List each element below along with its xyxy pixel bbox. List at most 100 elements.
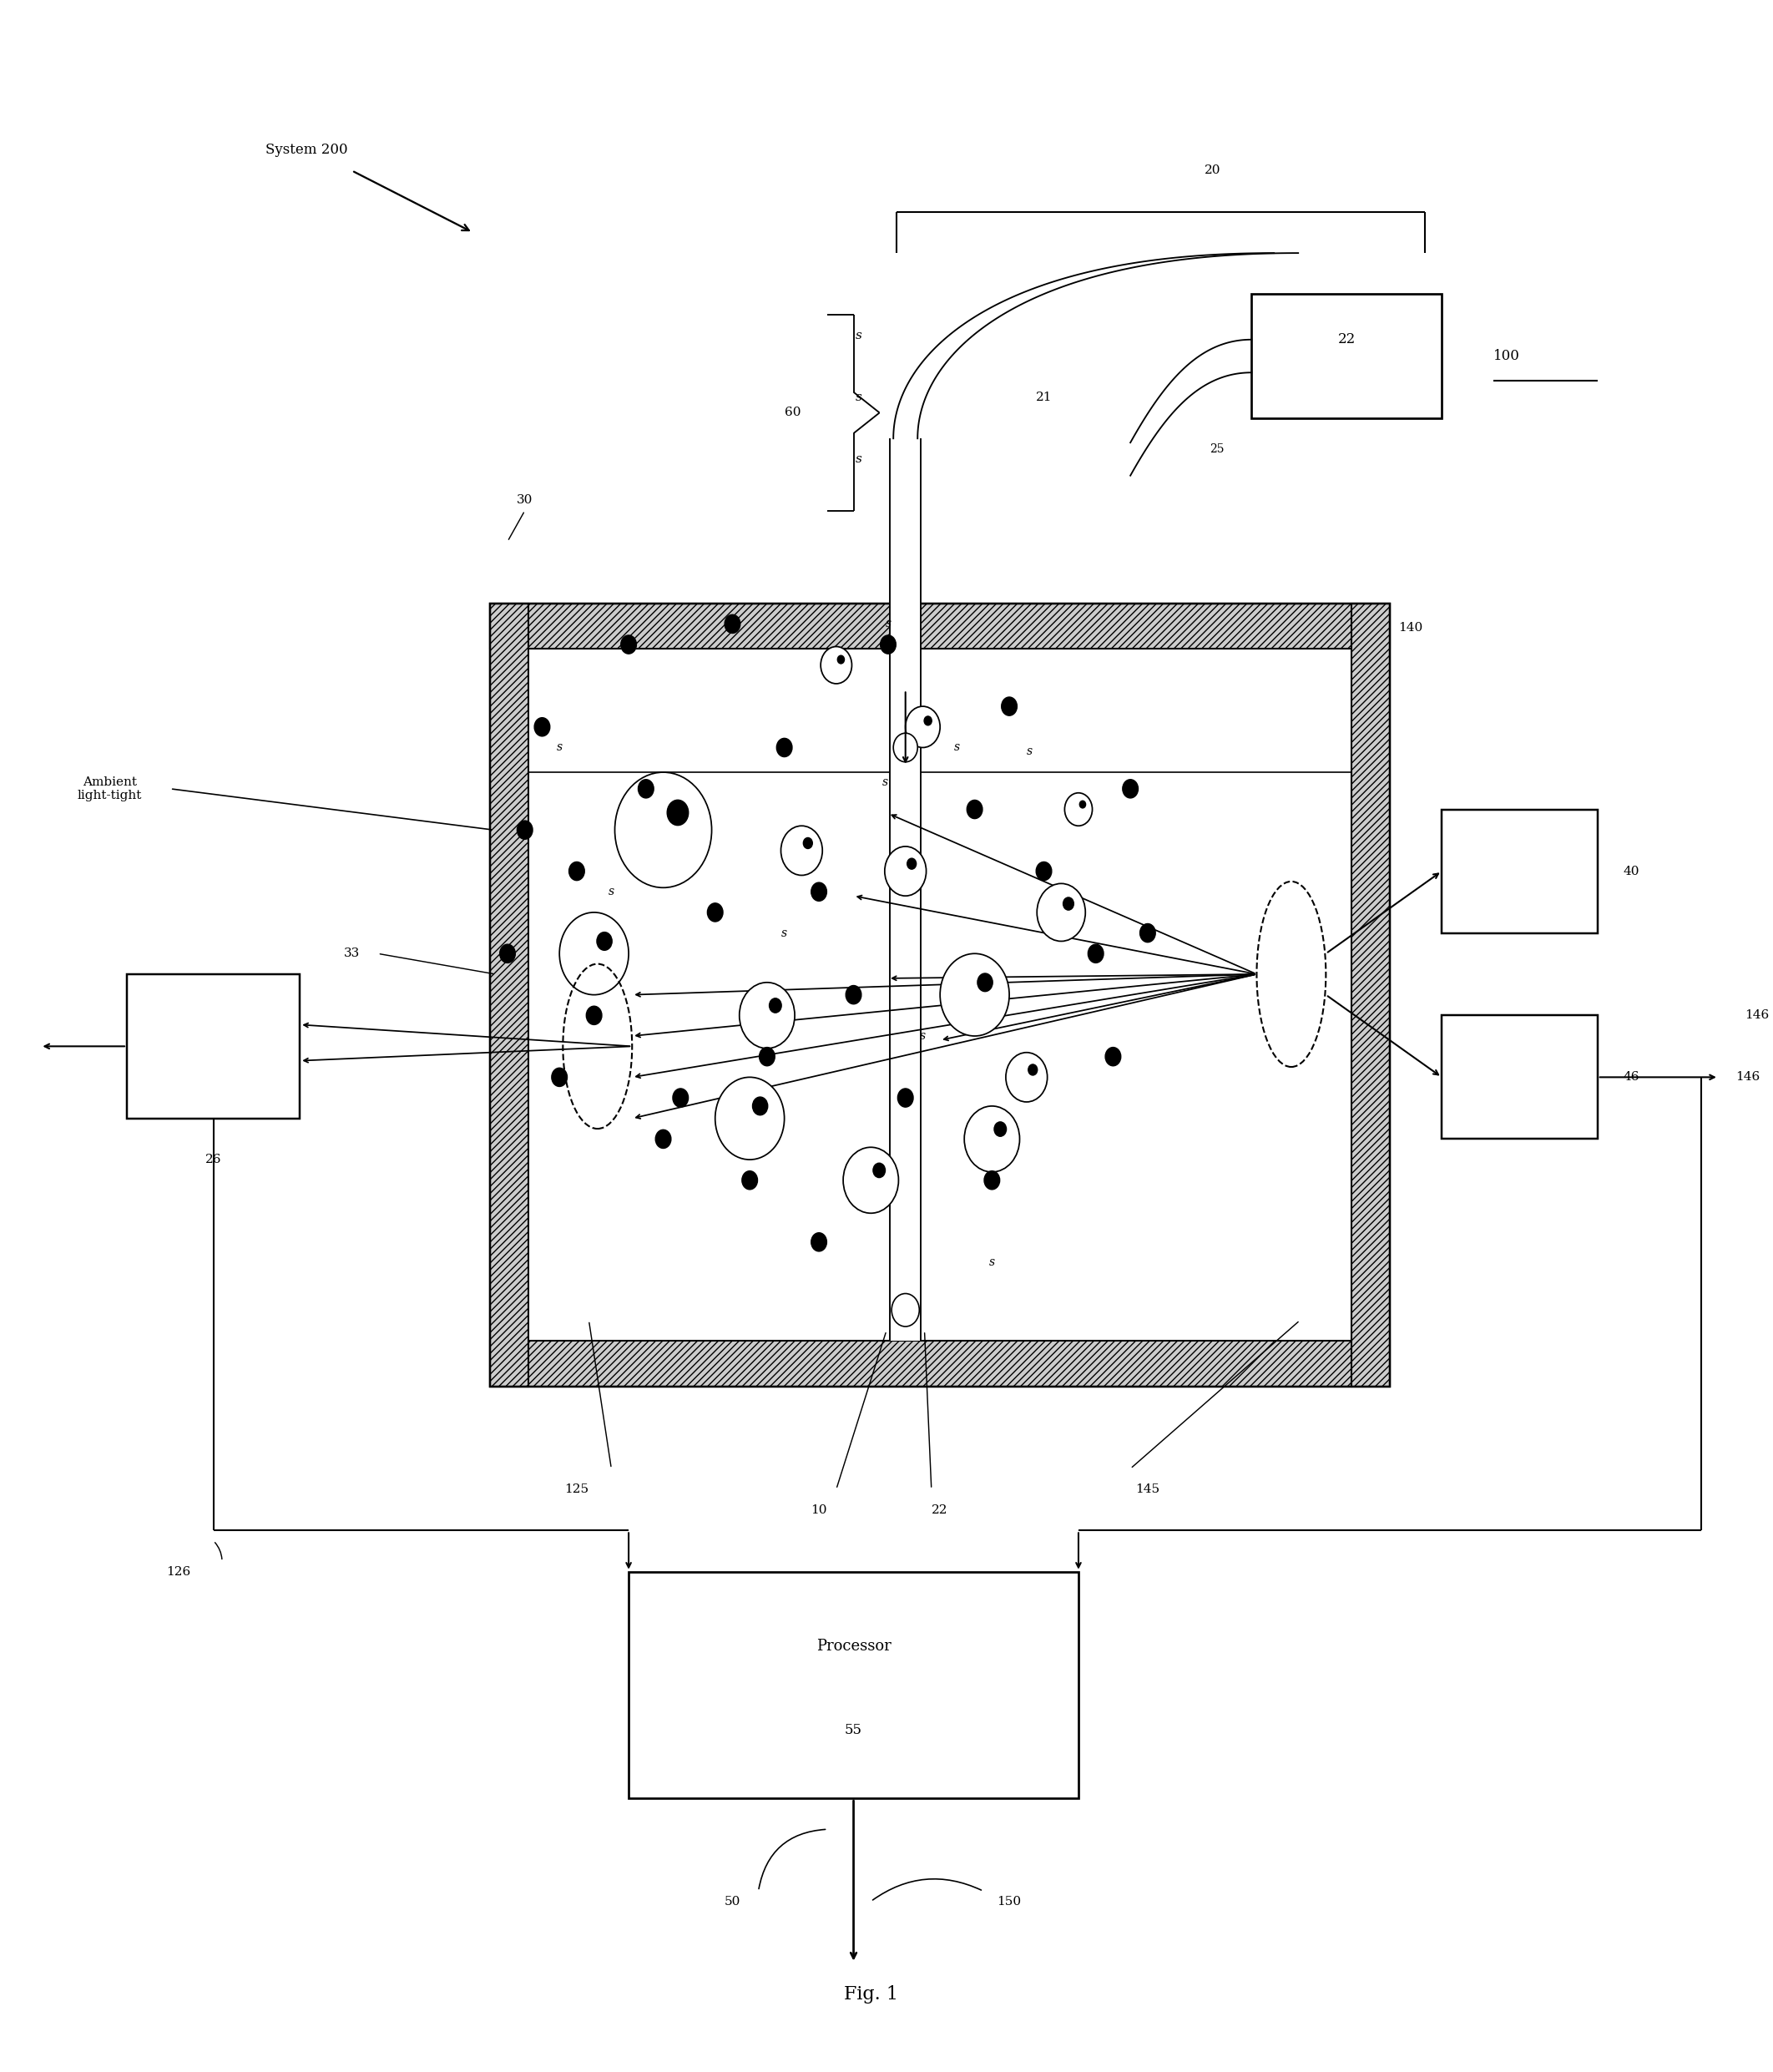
Circle shape — [1089, 945, 1103, 963]
Circle shape — [984, 1171, 1000, 1189]
Circle shape — [621, 636, 637, 655]
Circle shape — [500, 945, 516, 963]
Circle shape — [812, 1233, 826, 1251]
Circle shape — [897, 1088, 913, 1106]
Text: s: s — [856, 329, 862, 342]
Text: s: s — [782, 926, 787, 939]
Text: s: s — [856, 392, 862, 404]
Circle shape — [1028, 1065, 1037, 1075]
Text: s: s — [954, 742, 961, 754]
Circle shape — [1105, 1046, 1121, 1065]
Circle shape — [672, 1088, 688, 1106]
Circle shape — [1122, 779, 1138, 798]
Text: 50: 50 — [725, 1896, 741, 1906]
Circle shape — [966, 800, 982, 818]
Text: 100: 100 — [1493, 348, 1519, 363]
Bar — [489, 1341, 1390, 1386]
Circle shape — [1080, 800, 1085, 808]
Text: 25: 25 — [1209, 443, 1223, 454]
Circle shape — [759, 1046, 775, 1065]
Bar — [128, 974, 300, 1119]
Circle shape — [977, 974, 993, 992]
Text: 46: 46 — [1624, 1071, 1640, 1084]
Text: s: s — [608, 887, 613, 897]
Circle shape — [1064, 897, 1074, 910]
Circle shape — [587, 1007, 601, 1026]
Circle shape — [846, 986, 862, 1005]
Circle shape — [777, 738, 793, 756]
Circle shape — [821, 646, 851, 684]
Circle shape — [995, 1121, 1007, 1135]
Text: s: s — [920, 1030, 926, 1042]
Bar — [1351, 603, 1390, 1386]
Circle shape — [924, 717, 933, 725]
Circle shape — [656, 1129, 670, 1148]
Circle shape — [769, 999, 782, 1013]
Circle shape — [803, 837, 812, 850]
Circle shape — [906, 707, 940, 748]
Circle shape — [739, 982, 794, 1048]
Text: 145: 145 — [1135, 1484, 1160, 1496]
Circle shape — [752, 1096, 768, 1115]
Circle shape — [615, 773, 711, 887]
Text: 150: 150 — [996, 1896, 1021, 1906]
Circle shape — [715, 1077, 784, 1160]
Circle shape — [844, 1148, 899, 1214]
Circle shape — [812, 883, 826, 901]
Text: 140: 140 — [1399, 622, 1424, 634]
Bar — [489, 603, 528, 1386]
Circle shape — [894, 733, 918, 762]
Text: 22: 22 — [1339, 332, 1356, 346]
Circle shape — [837, 655, 844, 663]
Text: 20: 20 — [1204, 166, 1220, 176]
Circle shape — [908, 858, 917, 868]
Text: s: s — [557, 742, 562, 754]
Circle shape — [1005, 1053, 1048, 1102]
Bar — [890, 439, 920, 1341]
Text: Fig. 1: Fig. 1 — [844, 1985, 897, 2004]
Text: s: s — [1027, 746, 1032, 758]
Text: s: s — [883, 777, 888, 789]
Text: s: s — [885, 617, 892, 630]
Circle shape — [940, 953, 1009, 1036]
Circle shape — [598, 932, 612, 951]
Circle shape — [892, 1293, 918, 1326]
Circle shape — [551, 1067, 567, 1086]
Circle shape — [534, 717, 550, 736]
Bar — [629, 1573, 1078, 1798]
Bar — [528, 649, 1351, 1341]
Text: 146: 146 — [1745, 1009, 1769, 1021]
Text: s: s — [856, 454, 862, 464]
Circle shape — [780, 827, 823, 874]
Text: Processor: Processor — [816, 1639, 892, 1653]
Circle shape — [1037, 883, 1085, 941]
Circle shape — [881, 636, 895, 655]
Text: 146: 146 — [1736, 1071, 1761, 1084]
Circle shape — [667, 800, 688, 825]
Circle shape — [518, 821, 532, 839]
Text: s: s — [989, 1258, 995, 1268]
Circle shape — [707, 903, 723, 922]
Circle shape — [1002, 696, 1018, 715]
Text: Ambient
light-tight: Ambient light-tight — [78, 777, 142, 802]
Circle shape — [1064, 794, 1092, 827]
Bar — [1441, 1015, 1597, 1140]
Bar — [489, 603, 1390, 1386]
Text: 126: 126 — [167, 1566, 191, 1577]
Circle shape — [885, 847, 926, 895]
Text: 26: 26 — [206, 1154, 222, 1164]
Circle shape — [1035, 862, 1051, 881]
Circle shape — [638, 779, 654, 798]
Text: 40: 40 — [1624, 866, 1640, 876]
Circle shape — [1140, 924, 1156, 943]
Circle shape — [560, 912, 629, 995]
Text: 55: 55 — [844, 1724, 862, 1738]
Text: System 200: System 200 — [266, 143, 348, 157]
Text: 21: 21 — [1035, 392, 1051, 404]
Text: 10: 10 — [810, 1504, 826, 1517]
Text: 60: 60 — [785, 406, 801, 419]
Text: 33: 33 — [344, 947, 360, 959]
Text: 125: 125 — [564, 1484, 589, 1496]
Circle shape — [965, 1106, 1019, 1173]
Text: 30: 30 — [516, 495, 534, 506]
